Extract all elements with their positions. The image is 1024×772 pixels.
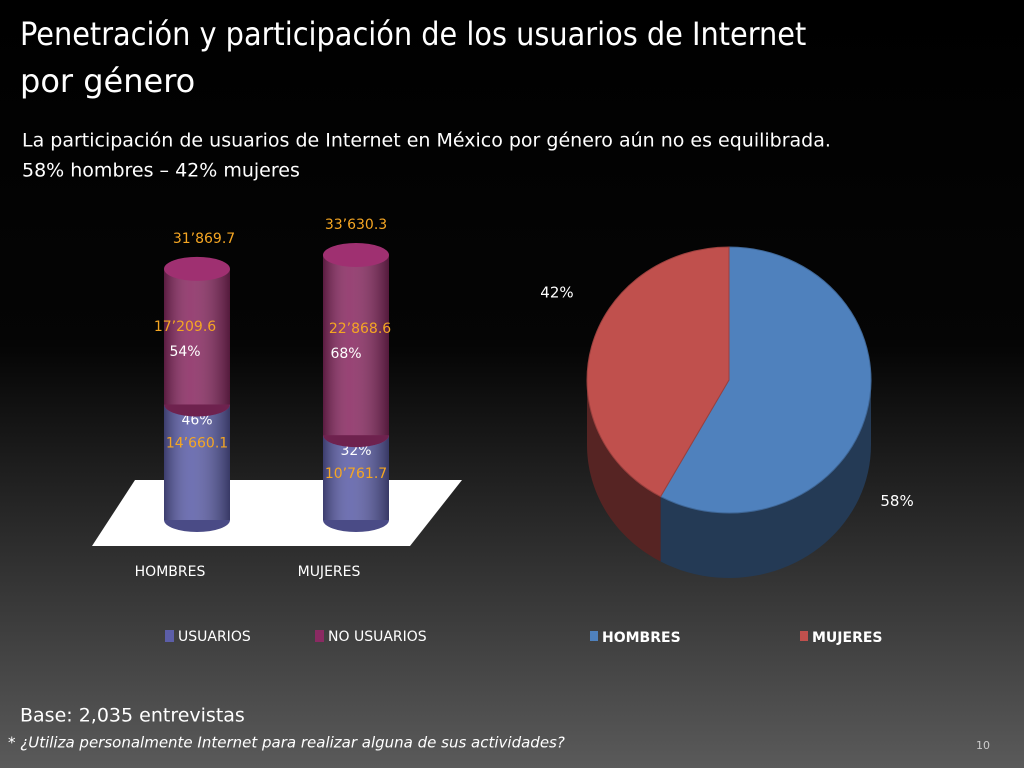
footnote: * ¿Utiliza personalmente Internet para r… — [8, 734, 565, 752]
legend-label: NO USUARIOS — [328, 629, 427, 645]
legend-label: HOMBRES — [602, 630, 681, 646]
title: por género — [20, 62, 195, 100]
bar-shading — [164, 404, 230, 520]
legend-label: USUARIOS — [178, 629, 251, 645]
subtitle: 58% hombres – 42% mujeres — [22, 160, 300, 182]
cylinder-top — [323, 243, 389, 267]
data-label: 42% — [540, 283, 573, 301]
page-number: 10 — [976, 739, 990, 752]
legend-swatch — [800, 631, 808, 641]
data-label: 58% — [880, 492, 913, 510]
value-label: 14’660.1 — [166, 435, 228, 451]
bar-shading — [323, 255, 389, 436]
percent-label: 54% — [169, 344, 200, 360]
total-label: 31’869.7 — [173, 231, 235, 247]
percent-label: 32% — [340, 443, 371, 459]
legend-label: MUJERES — [812, 630, 883, 646]
bar-shading — [164, 268, 230, 405]
legend-swatch — [165, 630, 174, 642]
x-tick-label: HOMBRES — [135, 564, 206, 580]
x-tick-label: MUJERES — [298, 564, 361, 580]
legend-swatch — [590, 631, 598, 641]
pie-slice — [659, 246, 872, 514]
cylinder-top — [164, 256, 230, 281]
percent-label: 68% — [330, 346, 361, 362]
pie-side — [587, 380, 661, 562]
total-label: 33’630.3 — [325, 217, 387, 233]
value-label: 17’209.6 — [154, 319, 216, 335]
value-label: 22’868.6 — [329, 321, 391, 337]
bar-shading — [323, 435, 389, 520]
subtitle: La participación de usuarios de Internet… — [22, 130, 831, 152]
pie-side — [660, 380, 871, 578]
platform — [92, 480, 462, 546]
base-note: Base: 2,035 entrevistas — [20, 705, 245, 727]
legend-swatch — [315, 630, 324, 642]
pie-slice — [586, 246, 730, 498]
title: Penetración y participación de los usuar… — [20, 15, 806, 53]
percent-label: 46% — [181, 412, 212, 428]
value-label: 10’761.7 — [325, 466, 387, 482]
